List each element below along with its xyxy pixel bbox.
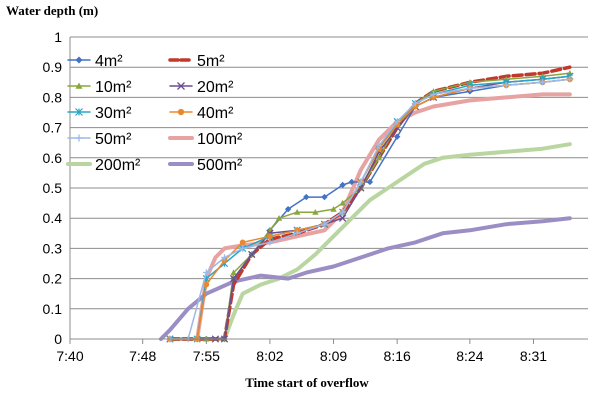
legend-item: 500m² bbox=[168, 157, 243, 174]
y-tick-label: 0.4 bbox=[43, 210, 63, 226]
data-point bbox=[177, 108, 185, 116]
x-tick-label: 8:24 bbox=[456, 348, 483, 364]
data-point bbox=[321, 221, 328, 228]
legend-label: 4m² bbox=[95, 53, 123, 70]
data-point bbox=[275, 215, 283, 221]
data-point bbox=[393, 118, 401, 125]
data-point bbox=[229, 274, 238, 283]
data-point bbox=[339, 199, 346, 206]
data-point bbox=[75, 108, 83, 116]
data-point bbox=[375, 142, 383, 149]
series-50m bbox=[166, 76, 574, 343]
data-point bbox=[348, 178, 355, 186]
x-tick-label: 7:40 bbox=[56, 348, 83, 364]
data-point bbox=[312, 208, 319, 215]
data-point bbox=[266, 239, 274, 246]
data-point bbox=[75, 82, 83, 89]
series-line bbox=[158, 216, 572, 341]
series-500m bbox=[158, 216, 572, 341]
data-point bbox=[393, 133, 401, 140]
legend-item: 100m² bbox=[168, 131, 243, 148]
series-group bbox=[158, 65, 574, 343]
legend-label: 20m² bbox=[197, 79, 234, 96]
legend-label: 5m² bbox=[197, 53, 225, 70]
legend-label: 100m² bbox=[197, 131, 243, 148]
y-tick-label: 1 bbox=[54, 29, 62, 45]
data-point bbox=[430, 91, 437, 98]
data-point bbox=[366, 178, 374, 186]
data-point bbox=[230, 269, 237, 276]
legend-label: 500m² bbox=[197, 157, 243, 174]
legend-item: 30m² bbox=[67, 105, 132, 122]
series-200m bbox=[168, 142, 572, 341]
data-point bbox=[267, 233, 273, 240]
data-point bbox=[338, 214, 347, 222]
data-point bbox=[248, 250, 256, 259]
data-point bbox=[339, 181, 346, 189]
y-tick-label: 0.8 bbox=[43, 89, 63, 105]
legend-label: 200m² bbox=[95, 157, 141, 174]
data-point bbox=[412, 100, 419, 107]
data-point bbox=[239, 245, 246, 252]
data-point bbox=[293, 208, 301, 215]
legend-label: 30m² bbox=[95, 105, 132, 122]
data-point bbox=[221, 254, 228, 261]
legend-item: 20m² bbox=[169, 79, 234, 96]
x-tick-label: 8:16 bbox=[384, 348, 411, 364]
x-tick-label: 7:55 bbox=[193, 348, 220, 364]
x-axis-label: Time start of overflow bbox=[245, 375, 369, 390]
y-tick-label: 0.7 bbox=[43, 120, 63, 136]
y-tick-label: 0.3 bbox=[43, 240, 63, 256]
data-point bbox=[357, 178, 365, 186]
y-axis-label: Water depth (m) bbox=[6, 3, 98, 18]
x-tick-label: 8:02 bbox=[256, 348, 283, 364]
data-point bbox=[321, 193, 328, 201]
data-point bbox=[339, 208, 346, 216]
y-tick-label: 0.5 bbox=[43, 180, 63, 196]
axes: 0 0.1 0.2 0.3 0.4 0.5 0.6 0.7 0.8 0.9 1 7:40 7:48 7:5… bbox=[43, 29, 588, 364]
data-point bbox=[203, 281, 210, 288]
data-point bbox=[75, 56, 83, 64]
legend-item: 200m² bbox=[66, 157, 141, 174]
data-point bbox=[303, 193, 310, 201]
legend-item: 4m² bbox=[67, 53, 123, 70]
legend-label: 40m² bbox=[197, 105, 234, 122]
data-point bbox=[293, 230, 301, 237]
data-point bbox=[75, 134, 83, 142]
legend-item: 5m² bbox=[168, 53, 225, 70]
y-tick-label: 0.2 bbox=[43, 271, 63, 287]
data-point bbox=[284, 205, 292, 213]
data-point bbox=[239, 239, 246, 246]
data-point bbox=[375, 154, 383, 161]
series-line bbox=[168, 142, 572, 341]
legend-label: 50m² bbox=[95, 131, 132, 148]
legend-item: 50m² bbox=[67, 131, 132, 148]
legend: 4m² 5m² 10m² 20m² 30m² 40m² 50m² 100m² 200m² 500m… bbox=[66, 53, 243, 174]
y-tick-label: 0.6 bbox=[43, 150, 63, 166]
legend-item: 40m² bbox=[169, 105, 234, 122]
x-tick-label: 8:09 bbox=[320, 348, 347, 364]
data-point bbox=[503, 82, 510, 89]
series-line bbox=[169, 72, 571, 340]
grid-lines bbox=[70, 36, 588, 310]
y-tick-label: 0.1 bbox=[43, 301, 63, 317]
x-tick-label: 7:48 bbox=[129, 348, 156, 364]
data-point bbox=[177, 82, 185, 90]
y-tick-label: 0 bbox=[54, 331, 62, 347]
legend-label: 10m² bbox=[95, 79, 132, 96]
data-point bbox=[466, 85, 474, 92]
data-point bbox=[203, 269, 210, 276]
y-tick-label: 0.9 bbox=[43, 59, 63, 75]
data-point bbox=[539, 79, 546, 86]
series-line bbox=[169, 78, 571, 340]
legend-item: 10m² bbox=[67, 79, 132, 96]
data-point bbox=[330, 205, 337, 212]
x-tick-label: 8:31 bbox=[520, 348, 547, 364]
data-point bbox=[566, 76, 574, 83]
